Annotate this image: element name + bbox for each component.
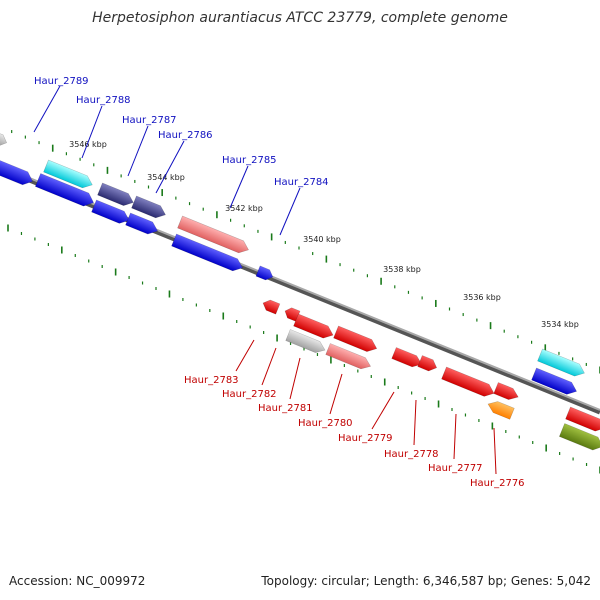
tick-label: 3544 kbp <box>147 173 185 182</box>
gene-arrow[interactable] <box>391 347 424 369</box>
gene-arrow[interactable] <box>35 173 96 210</box>
gene-arrow[interactable] <box>325 343 373 371</box>
gene-arrow[interactable] <box>0 157 35 188</box>
backbone-line <box>0 165 600 415</box>
tick-label: 3538 kbp <box>383 265 421 274</box>
gene-arrow[interactable] <box>261 298 281 315</box>
gene-arrow[interactable] <box>283 306 301 322</box>
leader-line <box>33 85 61 133</box>
tick-label: 3542 kbp <box>225 204 263 213</box>
gene-arrow[interactable] <box>171 233 245 274</box>
tick-label: 3546 kbp <box>69 140 107 149</box>
gene-label-reverse[interactable]: Haur_2780 <box>298 418 353 429</box>
gene-label-reverse[interactable]: Haur_2781 <box>258 403 313 414</box>
gene-arrow[interactable] <box>531 367 580 397</box>
gene-label-reverse[interactable]: Haur_2778 <box>384 449 439 460</box>
gene-arrow[interactable] <box>333 325 380 355</box>
gene-arrow[interactable] <box>125 212 161 237</box>
gene-arrow[interactable] <box>417 355 439 373</box>
gene-label-forward[interactable]: Haur_2787 <box>122 115 177 126</box>
gene-arrow[interactable] <box>293 313 336 341</box>
topology-text: Topology: circular; Length: 6,346,587 bp… <box>261 574 591 588</box>
gene-label-forward[interactable]: Haur_2784 <box>274 177 329 188</box>
gene-label-forward[interactable]: Haur_2785 <box>222 155 277 166</box>
gene-arrow[interactable] <box>177 215 251 256</box>
gene-arrow[interactable] <box>493 382 521 402</box>
leader-line <box>279 187 301 236</box>
leader-line <box>81 105 103 159</box>
leader-line <box>155 140 185 194</box>
gene-arrow[interactable] <box>537 348 587 379</box>
leader-line <box>127 125 149 177</box>
gene-label-reverse[interactable]: Haur_2777 <box>428 463 483 474</box>
gene-arrow[interactable] <box>91 199 132 226</box>
leader-line <box>229 165 249 209</box>
leader-line <box>329 373 343 415</box>
leader-line <box>261 347 277 386</box>
tick-label: 3534 kbp <box>541 320 579 329</box>
accession-text: Accession: NC_009972 <box>9 574 146 588</box>
gene-arrow[interactable] <box>486 398 515 420</box>
gene-arrow[interactable] <box>565 406 600 434</box>
leader-line <box>493 427 497 475</box>
leader-line <box>413 399 417 446</box>
gene-label-reverse[interactable]: Haur_2779 <box>338 433 393 444</box>
gene-arrow[interactable] <box>131 195 168 221</box>
gene-label-forward[interactable]: Haur_2788 <box>76 95 131 106</box>
gene-label-forward[interactable]: Haur_2789 <box>34 76 89 87</box>
leader-line <box>453 413 457 460</box>
leader-line <box>289 357 301 400</box>
gene-arrow[interactable] <box>43 159 95 191</box>
tick-label: 3536 kbp <box>463 293 501 302</box>
leader-line <box>235 339 255 372</box>
gene-arrow[interactable] <box>441 366 497 399</box>
gene-label-reverse[interactable]: Haur_2782 <box>222 389 277 400</box>
gene-label-reverse[interactable]: Haur_2783 <box>184 375 239 386</box>
tick-label: 3540 kbp <box>303 235 341 244</box>
gene-arrow[interactable] <box>0 130 9 148</box>
gene-label-reverse[interactable]: Haur_2776 <box>470 478 525 489</box>
gene-arrow[interactable] <box>255 265 275 282</box>
leader-line <box>371 391 395 430</box>
gene-label-forward[interactable]: Haur_2786 <box>158 130 213 141</box>
map-title: Herpetosiphon aurantiacus ATCC 23779, co… <box>92 10 508 26</box>
gene-arrow[interactable] <box>97 182 136 209</box>
gene-arrow[interactable] <box>559 423 600 454</box>
gene-arrow[interactable] <box>285 329 328 355</box>
